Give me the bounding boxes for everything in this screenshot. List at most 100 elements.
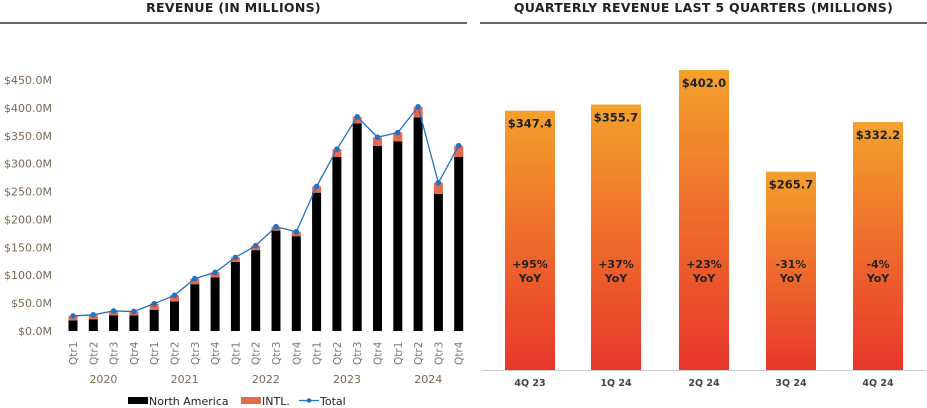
y-tick-label: $200.0M — [4, 213, 52, 226]
total-point — [212, 269, 218, 276]
yoy-percent: -4% — [866, 258, 889, 271]
x-tick-label: Qtr1 — [312, 342, 324, 365]
x-tick-label: Qtr3 — [190, 342, 202, 365]
yoy-suffix: YoY — [692, 272, 717, 285]
x-tick-label: Qtr3 — [271, 342, 283, 365]
total-point — [334, 146, 340, 152]
bar-intl — [393, 132, 403, 142]
quarter-bar — [591, 104, 641, 370]
yoy-suffix: YoY — [866, 272, 891, 285]
bar-north-america — [352, 123, 362, 331]
bar-north-america — [251, 250, 261, 331]
year-label: 2024 — [414, 373, 442, 386]
total-point — [455, 142, 462, 149]
legend-marker — [306, 398, 312, 403]
x-tick-label: Qtr4 — [129, 341, 141, 365]
bar-intl — [312, 186, 322, 193]
total-point — [313, 183, 320, 190]
x-tick-label: Qtr1 — [230, 342, 242, 365]
bar-north-america — [291, 236, 301, 331]
total-point — [293, 228, 300, 235]
y-tick-label: $0.0M — [18, 325, 52, 338]
x-tick-label: Qtr4 — [454, 341, 466, 365]
right-title-divider — [480, 22, 927, 24]
bar-intl — [373, 137, 382, 146]
yoy-percent: +95% — [512, 258, 548, 271]
x-tick-label: Qtr3 — [109, 342, 121, 365]
total-line — [72, 105, 460, 317]
bar-intl — [352, 116, 362, 124]
bar-north-america — [109, 315, 119, 331]
year-label: 2021 — [171, 373, 199, 386]
total-point — [90, 312, 97, 318]
quarter-bar — [853, 122, 903, 370]
bar-value-label: $402.0 — [682, 76, 726, 90]
x-tick-label: Qtr2 — [332, 342, 344, 365]
total-point — [354, 114, 361, 120]
bar-north-america — [393, 141, 403, 331]
bar-north-america — [170, 301, 179, 331]
bar-value-label: $332.2 — [856, 128, 900, 142]
x-tick-label: Qtr3 — [433, 342, 445, 365]
bar-north-america — [332, 156, 342, 331]
bar-north-america — [373, 145, 382, 331]
y-tick-label: $250.0M — [4, 186, 52, 199]
legend-label: North America — [149, 395, 229, 408]
bar-north-america — [454, 156, 464, 331]
quarter-label: 4Q 23 — [514, 378, 545, 389]
total-point — [273, 223, 279, 230]
yoy-percent: +37% — [598, 258, 634, 271]
bar-north-america — [88, 319, 98, 331]
yoy-percent: -31% — [776, 258, 807, 271]
x-tick-label: Qtr1 — [68, 342, 80, 365]
total-point — [110, 308, 117, 314]
right-chart-title: QUARTERLY REVENUE LAST 5 QUARTERS (MILLI… — [513, 0, 894, 15]
quarter-label: 3Q 24 — [775, 378, 807, 389]
bar-value-label: $355.7 — [594, 111, 638, 125]
x-tick-label: Qtr1 — [393, 342, 405, 365]
bar-north-america — [68, 320, 78, 331]
bar-intl — [170, 295, 179, 302]
x-tick-label: Qtr4 — [210, 341, 222, 365]
quarter-bar — [505, 110, 555, 370]
quarter-label: 2Q 24 — [688, 378, 720, 389]
year-label: 2023 — [333, 373, 361, 386]
quarter-label: 4Q 24 — [862, 378, 894, 389]
y-tick-label: $300.0M — [4, 158, 52, 171]
bar-north-america — [271, 230, 281, 331]
yoy-suffix: YoY — [779, 272, 804, 285]
y-tick-label: $150.0M — [4, 241, 52, 254]
yoy-suffix: YoY — [518, 272, 543, 285]
bar-north-america — [230, 261, 240, 331]
y-tick-label: $450.0M — [4, 74, 52, 87]
bar-intl — [454, 145, 464, 157]
bar-north-america — [190, 284, 200, 331]
bar-intl — [332, 149, 342, 157]
total-point — [252, 242, 259, 249]
y-tick-label: $100.0M — [4, 269, 52, 282]
yoy-percent: +23% — [686, 258, 722, 271]
total-point — [395, 129, 401, 136]
total-point — [70, 313, 76, 319]
y-tick-label: $350.0M — [4, 130, 52, 143]
total-point — [415, 103, 421, 110]
x-tick-label: Qtr2 — [251, 342, 263, 365]
x-tick-label: Qtr2 — [170, 342, 182, 365]
bar-north-america — [129, 315, 139, 331]
bar-value-label: $347.4 — [508, 117, 552, 131]
bar-intl — [149, 303, 159, 310]
bar-north-america — [433, 193, 443, 331]
total-point — [232, 254, 239, 261]
total-point — [435, 179, 442, 186]
total-point — [192, 275, 198, 282]
bar-north-america — [413, 117, 423, 331]
legend-swatch — [128, 397, 148, 404]
bar-north-america — [149, 309, 159, 331]
total-point — [151, 300, 157, 307]
x-tick-label: Qtr1 — [149, 342, 161, 365]
legend-label: Total — [319, 395, 346, 408]
legend-swatch — [241, 397, 261, 404]
total-point — [171, 292, 178, 299]
x-tick-label: Qtr3 — [352, 342, 364, 365]
